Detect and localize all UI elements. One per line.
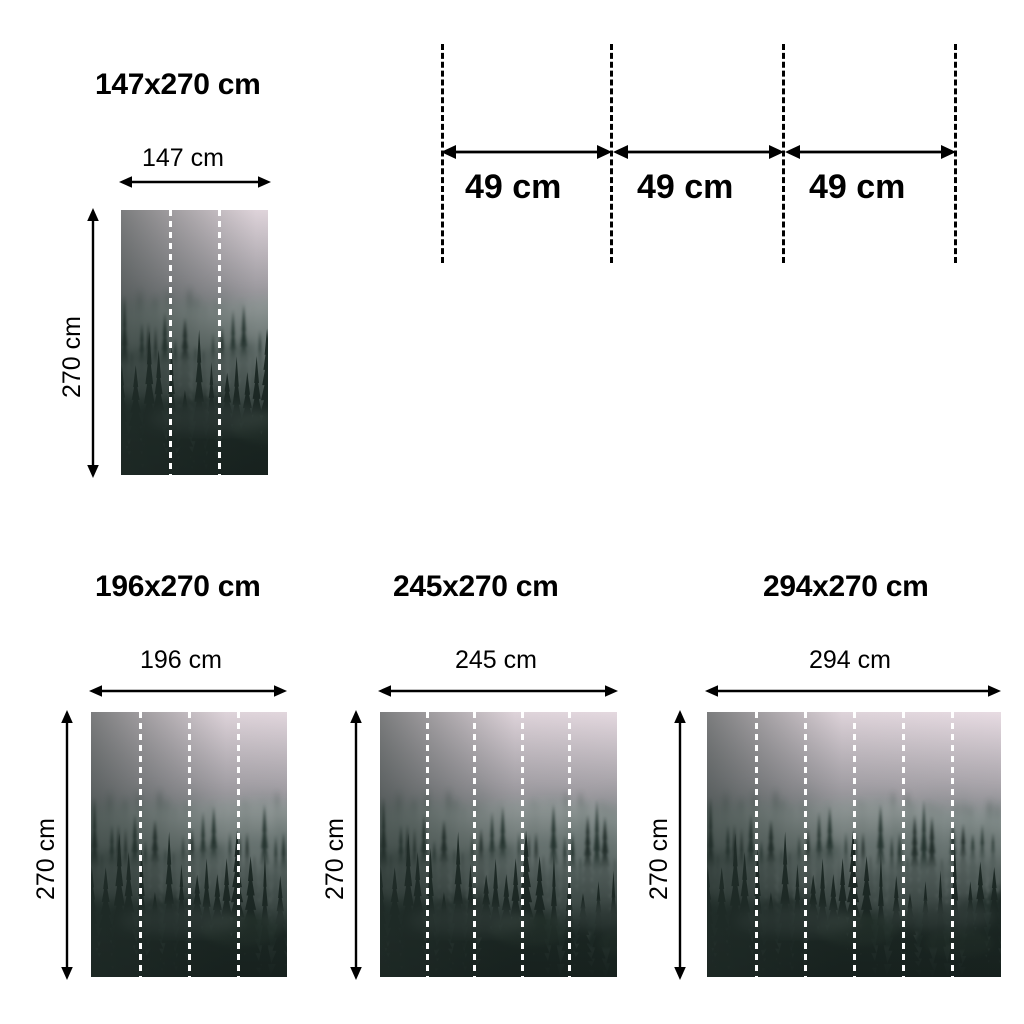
width-arrow-147 [119, 175, 271, 189]
wallpaper-preview-196 [91, 712, 287, 977]
height-arrow-147 [86, 208, 100, 478]
width-label-196: 196 cm [140, 646, 222, 674]
panel-title-196: 196x270 cm [95, 570, 261, 603]
guide-line-1 [441, 44, 444, 263]
wallpaper-preview-147 [121, 210, 268, 475]
height-arrow-294 [673, 710, 687, 980]
guide-line-2 [610, 44, 613, 263]
wallpaper-preview-245 [380, 712, 617, 977]
panel-title-245: 245x270 cm [393, 570, 559, 603]
width-label-245: 245 cm [455, 646, 537, 674]
width-label-147: 147 cm [142, 144, 224, 172]
width-label-294: 294 cm [809, 646, 891, 674]
segment-arrow-1 [441, 144, 612, 160]
segment-label-1: 49 cm [465, 168, 562, 206]
segment-arrow-3 [785, 144, 956, 160]
guide-line-4 [954, 44, 957, 263]
guide-line-3 [782, 44, 785, 263]
wallpaper-preview-294 [707, 712, 1001, 977]
strip-width-diagram: 49 cm 49 cm 49 cm [0, 0, 1024, 300]
panel-title-147: 147x270 cm [95, 68, 261, 101]
segment-label-3: 49 cm [809, 168, 906, 206]
segment-arrow-2 [613, 144, 784, 160]
width-arrow-245 [378, 684, 618, 698]
height-arrow-245 [349, 710, 363, 980]
segment-label-2: 49 cm [637, 168, 734, 206]
panel-title-294: 294x270 cm [763, 570, 929, 603]
width-arrow-196 [89, 684, 287, 698]
width-arrow-294 [705, 684, 1001, 698]
height-arrow-196 [60, 710, 74, 980]
